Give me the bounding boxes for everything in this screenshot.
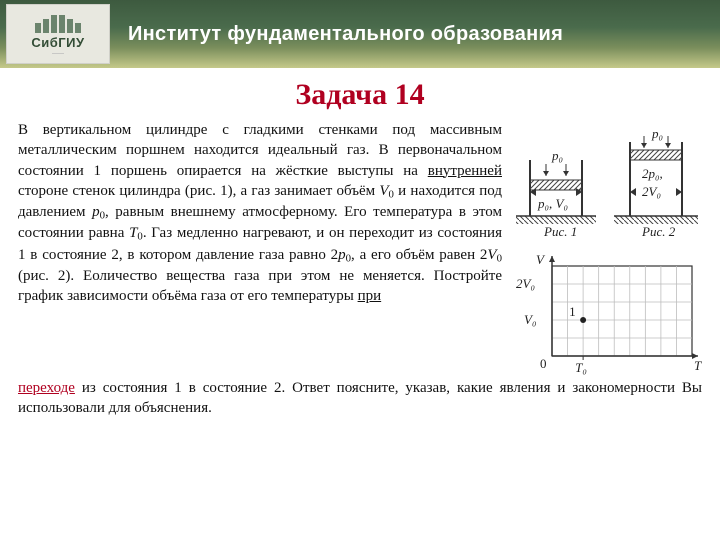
logo-subtext: ——— bbox=[52, 50, 64, 55]
fig1-p0-out: p₀ bbox=[551, 148, 563, 163]
svg-text:0: 0 bbox=[540, 356, 547, 371]
t10sp: переходе bbox=[18, 380, 75, 396]
problem-text-continued: переходе из состояния 1 в состояние 2. О… bbox=[18, 378, 702, 419]
t1u: внутренней bbox=[428, 163, 502, 179]
p0v2: p bbox=[338, 247, 346, 263]
svg-text:V: V bbox=[536, 252, 546, 267]
svg-text:2V₀: 2V₀ bbox=[516, 276, 535, 291]
V0v: V bbox=[379, 183, 388, 199]
logo-building-icon bbox=[23, 13, 93, 33]
content-area: Задача 14 В вертикальном цилиндре с глад… bbox=[0, 68, 720, 419]
logo-word: СибГИУ bbox=[31, 35, 84, 50]
typo: Е bbox=[83, 268, 92, 284]
svg-text:V₀: V₀ bbox=[524, 312, 536, 327]
fig2-line1: 2p₀, bbox=[642, 166, 663, 181]
figure-cylinders: p₀ p₀, V₀ Рис. 1 bbox=[514, 120, 702, 240]
svg-text:T: T bbox=[694, 358, 702, 373]
header-bar: СибГИУ ——— Институт фундаментального обр… bbox=[0, 0, 720, 68]
figure-graph: V T 0 2V₀ V₀ T₀ 1 bbox=[514, 244, 702, 376]
problem-text: В вертикальном цилиндре с гладкими стенк… bbox=[18, 120, 502, 376]
svg-text:T₀: T₀ bbox=[575, 360, 587, 375]
t2: стороне стенок цилиндра (рис. 1), а газ … bbox=[18, 183, 379, 199]
institute-title: Институт фундаментального образования bbox=[128, 23, 563, 46]
t7: (рис. 2). bbox=[18, 268, 83, 284]
t6: , а его объём равен 2 bbox=[351, 247, 487, 263]
t10: из состояния 1 в состояние 2. Ответ пояс… bbox=[18, 380, 702, 416]
university-logo: СибГИУ ——— bbox=[6, 4, 110, 64]
fig1-caption: Рис. 1 bbox=[543, 224, 577, 239]
fig2-line2: 2V₀ bbox=[642, 184, 661, 199]
V0v2: V bbox=[487, 247, 496, 263]
fig2-p0-out: p₀ bbox=[651, 126, 663, 141]
svg-text:1: 1 bbox=[569, 304, 576, 319]
problem-title: Задача 14 bbox=[18, 78, 702, 112]
p0v: p bbox=[92, 204, 100, 220]
fig2-caption: Рис. 2 bbox=[641, 224, 676, 239]
V0s2: 0 bbox=[497, 252, 502, 264]
figures-column: p₀ p₀, V₀ Рис. 1 bbox=[514, 120, 702, 376]
t9u: при bbox=[358, 288, 382, 304]
fig1-p0V0: p₀, V₀ bbox=[537, 196, 568, 211]
